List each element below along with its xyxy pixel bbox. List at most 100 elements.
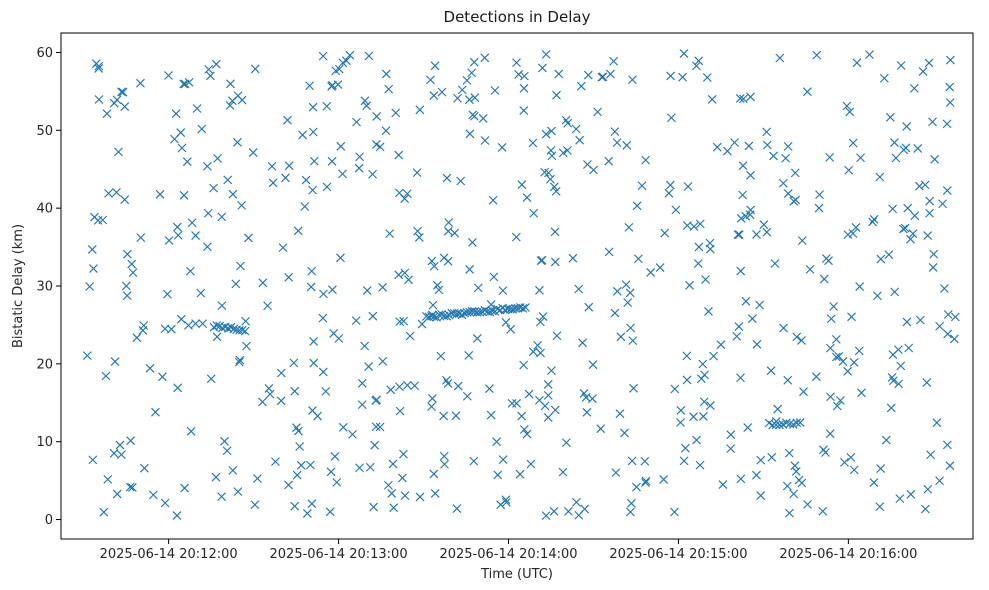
detection-point [612, 286, 622, 296]
detection-point [698, 359, 708, 369]
detection-point [706, 401, 715, 410]
detection-point [541, 129, 551, 139]
detection-point [625, 288, 635, 298]
detection-point [488, 195, 498, 205]
detection-point [895, 494, 905, 504]
detection-point [496, 500, 506, 510]
detection-point [746, 170, 755, 180]
detection-point [609, 56, 619, 66]
detection-point [519, 106, 529, 115]
detection-point [825, 152, 835, 162]
detection-point [856, 153, 865, 163]
detection-point [430, 489, 440, 498]
detection-point [179, 190, 189, 200]
detection-point [546, 146, 556, 155]
detection-point [398, 473, 407, 483]
detection-point [755, 300, 764, 310]
detection-point [529, 208, 539, 218]
detection-point [775, 420, 784, 430]
detection-point [300, 202, 310, 211]
detection-point [228, 465, 238, 475]
y-tick-label: 20 [36, 357, 53, 372]
detection-point [799, 387, 808, 397]
detection-point [762, 227, 772, 237]
detection-point [490, 86, 500, 95]
detection-point [588, 394, 597, 404]
detection-point [781, 153, 791, 163]
detection-point [452, 309, 462, 319]
detection-point [290, 386, 300, 396]
detection-point [795, 418, 805, 427]
detection-point [826, 314, 836, 324]
detection-point [370, 440, 380, 450]
detection-point [268, 178, 278, 188]
detection-point [179, 79, 189, 89]
detection-point [248, 148, 258, 157]
detection-point [908, 229, 918, 239]
detection-point [561, 115, 571, 125]
x-tick-label: 2025-06-14 20:13:00 [270, 547, 408, 562]
detection-point [571, 124, 581, 134]
detection-point [322, 182, 332, 192]
detection-point [439, 451, 449, 461]
detection-point [768, 420, 777, 430]
detection-point [626, 323, 635, 333]
detection-point [375, 142, 385, 152]
detection-point [914, 181, 924, 191]
detection-point [942, 119, 952, 129]
detection-point [821, 448, 830, 457]
detection-point [404, 275, 413, 285]
detection-point [896, 361, 906, 371]
detection-point [211, 472, 221, 482]
detection-point [284, 161, 294, 171]
detection-point [127, 483, 137, 492]
detection-point [524, 389, 534, 399]
detection-point [236, 261, 245, 271]
detection-point [284, 480, 293, 490]
x-tick-label: 2025-06-14 20:14:00 [439, 547, 577, 562]
detection-point [180, 79, 190, 89]
detection-point [576, 81, 586, 91]
detection-point [384, 84, 394, 94]
detection-point [683, 182, 693, 191]
detection-point [443, 226, 453, 236]
detection-point [267, 161, 277, 171]
detection-point [906, 489, 916, 499]
chart-title: Detections in Delay [444, 8, 591, 26]
detection-point [345, 50, 355, 60]
detection-point [746, 92, 755, 102]
detection-point [453, 381, 463, 391]
detection-point [701, 275, 710, 284]
detection-point [381, 69, 391, 79]
detection-point [942, 440, 952, 450]
detection-point [825, 429, 835, 439]
detection-point [128, 268, 138, 278]
detection-point [512, 399, 521, 408]
detection-point [319, 289, 328, 299]
detection-point [836, 396, 845, 405]
detection-point [116, 450, 126, 460]
detection-point [762, 127, 772, 137]
detection-point [838, 357, 848, 366]
detection-point [145, 363, 155, 373]
detection-point [693, 259, 703, 268]
detection-point [783, 375, 793, 385]
detection-point [217, 212, 227, 222]
detection-point [198, 319, 208, 329]
detection-point [943, 329, 953, 339]
detection-point [427, 394, 437, 403]
detection-point [352, 117, 361, 127]
detection-point [773, 404, 783, 414]
detection-point [295, 442, 305, 451]
detection-point [488, 306, 497, 316]
detection-point [679, 49, 689, 58]
detection-point [112, 489, 122, 499]
detection-point [417, 319, 427, 329]
detection-point [825, 343, 835, 353]
detection-point [842, 101, 852, 111]
detection-point [682, 375, 692, 385]
detection-point [802, 87, 812, 97]
detection-point [875, 172, 885, 182]
detection-point [857, 388, 866, 398]
detection-point [225, 101, 235, 110]
